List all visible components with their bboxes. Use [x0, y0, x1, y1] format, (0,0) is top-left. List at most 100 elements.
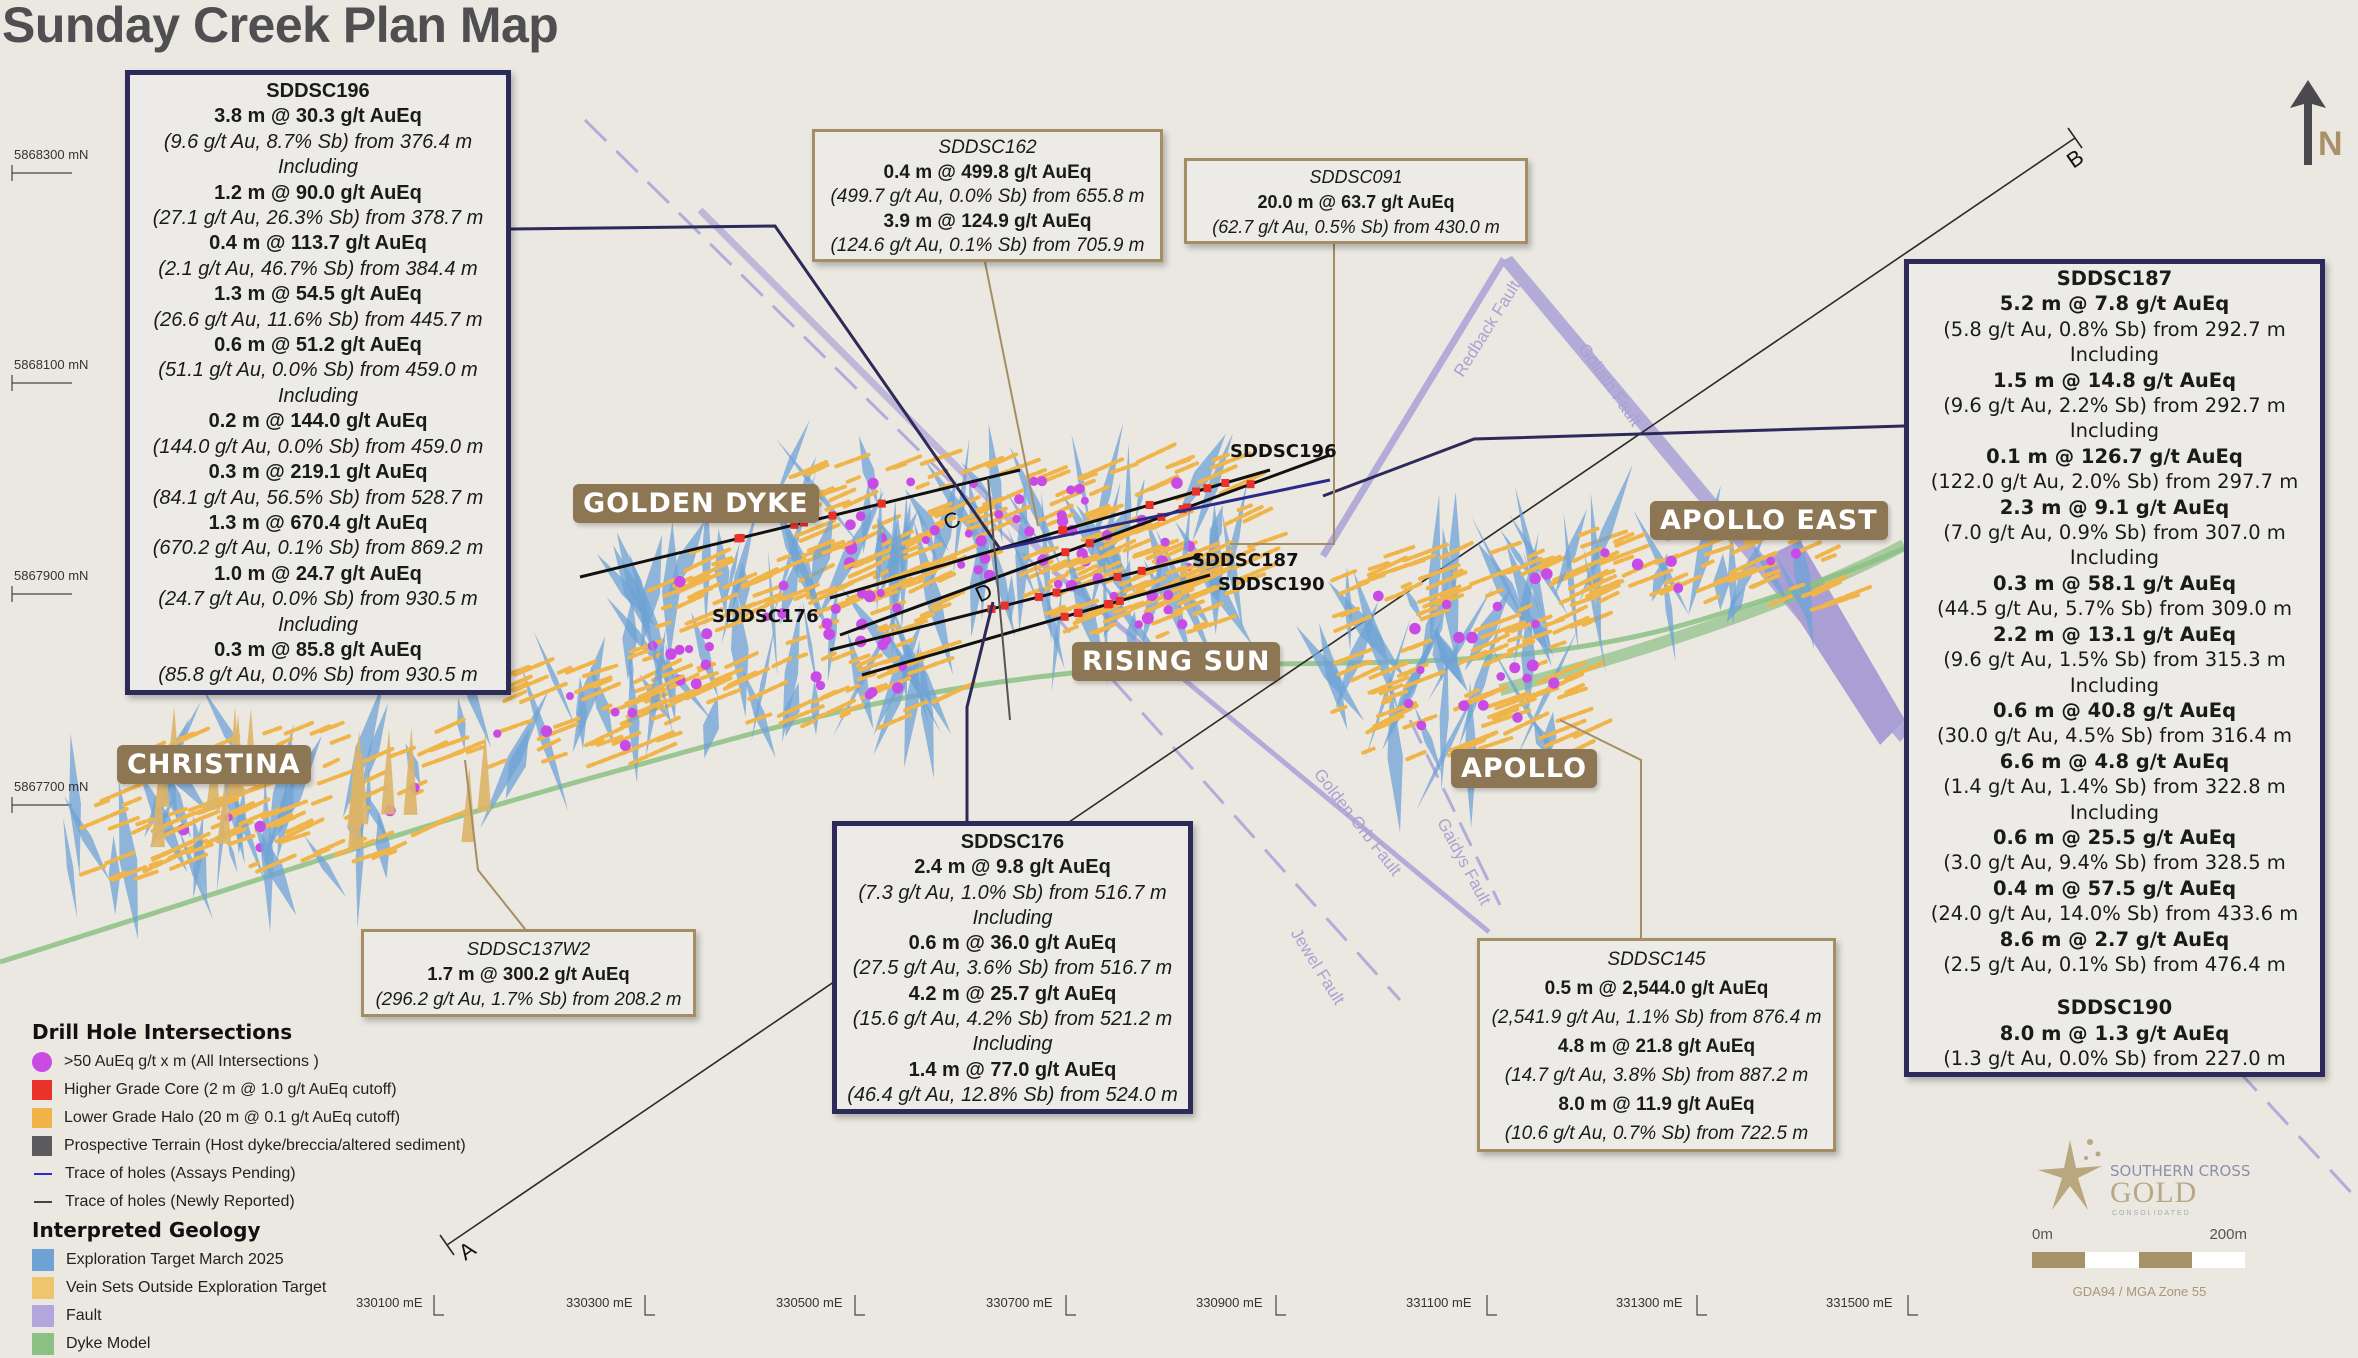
vein-set: [584, 675, 613, 689]
intercept-detail: (14.7 g/t Au, 3.8% Sb) from 887.2 m: [1504, 1065, 1809, 1086]
exploration-target-shape: [768, 550, 778, 677]
square-swatch-icon: [32, 1305, 54, 1327]
intersection-dot: [610, 707, 620, 717]
legend-label: Fault: [66, 1307, 102, 1324]
intersection-dot: [1453, 631, 1465, 644]
vein-set: [1174, 461, 1200, 474]
vein-set: [722, 666, 771, 691]
exploration-target-shape: [782, 513, 835, 650]
intersection-dot: [493, 729, 502, 738]
vein-set: [1090, 560, 1122, 577]
vein-set: [908, 570, 953, 594]
vein-set: [1522, 629, 1553, 643]
vein-set: [706, 687, 742, 705]
vein-set: [1405, 749, 1427, 762]
hole-label-sddsc187: SDDSC187: [1192, 550, 1299, 571]
line-swatch-icon: [34, 1201, 52, 1203]
square-swatch-icon: [32, 1080, 52, 1100]
intercept-headline: 6.6 m @ 4.8 g/t AuEq: [1999, 749, 2230, 773]
callout-hole-id: SDDSC145: [1607, 949, 1706, 970]
exploration-target-shape: [1034, 563, 1065, 669]
drill-trace-assays-pending: [999, 478, 1331, 551]
vein-set: [745, 712, 773, 725]
vein-set: [1116, 522, 1153, 542]
exploration-target-shape: [533, 631, 576, 727]
vein-set: [581, 663, 619, 679]
intersection-dot: [1029, 476, 1039, 486]
vein-set: [227, 833, 256, 847]
vein-set: [1434, 593, 1465, 606]
vein-set: [820, 651, 837, 662]
legend-label: Lower Grade Halo (20 m @ 0.1 g/t AuEq cu…: [64, 1109, 401, 1126]
higher-grade-core: [790, 520, 799, 529]
vein-set: [1220, 464, 1238, 475]
intercept-detail: (1.4 g/t Au, 1.4% Sb) from 322.8 m: [1943, 775, 2286, 799]
vein-set: [151, 769, 166, 848]
vein-set: [232, 797, 271, 818]
intersection-dot: [1477, 699, 1489, 711]
intersection-dot: [1631, 558, 1644, 571]
intersection-dot: [619, 739, 631, 751]
intersection-dot: [1037, 476, 1048, 487]
vein-set: [1045, 469, 1071, 482]
vein-set: [1568, 568, 1611, 591]
exploration-target-shape: [1432, 626, 1447, 682]
vein-set: [1239, 562, 1278, 581]
vein-set: [1464, 688, 1480, 698]
vein-set: [1663, 572, 1689, 586]
vein-set: [1527, 548, 1545, 559]
vein-set: [1165, 454, 1195, 470]
intercept-headline: 0.3 m @ 219.1 g/t AuEq: [208, 461, 428, 484]
vein-set: [564, 658, 600, 675]
higher-grade-core: [1145, 501, 1154, 510]
intersection-dot: [684, 644, 694, 654]
vein-set: [1577, 549, 1621, 572]
vein-set: [876, 622, 891, 631]
intersection-dot: [867, 686, 878, 698]
callout-hole-id: SDDSC162: [938, 137, 1037, 158]
intercept-detail: (84.1 g/t Au, 56.5% Sb) from 528.7 m: [152, 486, 484, 509]
vein-set: [1520, 553, 1564, 577]
intercept-headline: 3.9 m @ 124.9 g/t AuEq: [883, 210, 1092, 232]
intersection-dot: [1531, 619, 1540, 629]
vein-set: [1728, 556, 1764, 575]
legend-label: Trace of holes (Newly Reported): [65, 1193, 295, 1210]
vein-set: [1409, 641, 1425, 651]
intersection-dot: [1134, 620, 1143, 629]
easting-tick: [433, 1295, 444, 1316]
vein-set: [380, 728, 395, 815]
vein-set: [752, 583, 785, 598]
vein-set: [1473, 612, 1522, 633]
vein-set: [1457, 649, 1488, 666]
vein-set: [1507, 634, 1524, 643]
intersection-dot: [957, 560, 966, 569]
vein-set: [589, 738, 605, 747]
vein-set: [1598, 589, 1623, 604]
vein-set: [975, 488, 1025, 513]
leader-line-sddsc196: [510, 224, 1002, 550]
callout-hole-id: SDDSC196: [266, 80, 370, 102]
intercept-headline: 4.8 m @ 21.8 g/t AuEq: [1557, 1036, 1756, 1057]
intercept-detail: (85.8 g/t Au, 0.0% Sb) from 930.5 m: [158, 664, 478, 687]
vein-set: [760, 557, 807, 581]
intersection-dot: [1163, 589, 1174, 601]
vein-set: [1481, 708, 1532, 728]
vein-set: [310, 794, 334, 806]
vein-set: [883, 655, 901, 665]
vein-set: [1366, 555, 1410, 578]
vein-set: [929, 507, 951, 517]
vein-set: [1102, 610, 1132, 624]
intersection-dot: [867, 478, 878, 490]
vein-set: [1507, 639, 1536, 653]
vein-set: [1242, 506, 1274, 524]
exploration-target-shape: [1439, 643, 1449, 791]
vein-set: [1135, 575, 1168, 593]
intersection-dot: [1014, 494, 1025, 505]
vein-set: [1079, 471, 1098, 481]
intercept-detail: (7.0 g/t Au, 0.9% Sb) from 307.0 m: [1943, 521, 2286, 545]
vein-set: [830, 649, 856, 662]
including-label: Including: [277, 156, 359, 179]
vein-set: [924, 554, 960, 569]
vein-set: [1700, 559, 1715, 568]
vein-set: [805, 463, 830, 477]
